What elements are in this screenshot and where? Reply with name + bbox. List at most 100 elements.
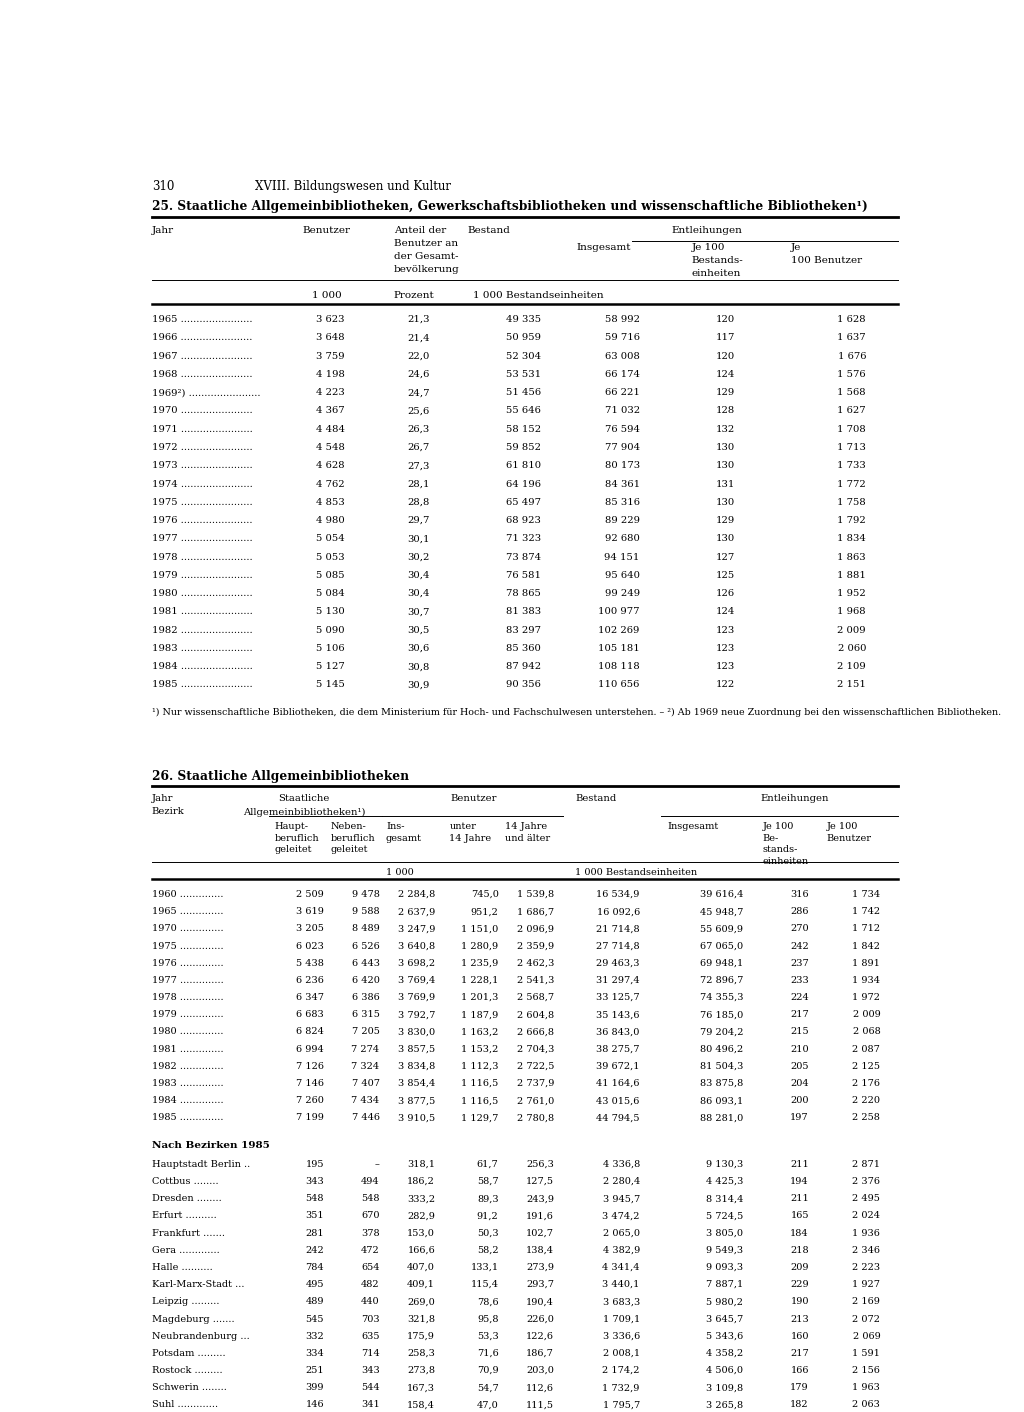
Text: Anteil der: Anteil der [394, 226, 446, 234]
Text: 4 382,9: 4 382,9 [602, 1245, 640, 1255]
Text: 49 335: 49 335 [506, 315, 541, 325]
Text: 125: 125 [716, 570, 735, 580]
Text: Leipzig .........: Leipzig ......... [152, 1298, 219, 1306]
Text: 714: 714 [360, 1348, 380, 1358]
Text: 2 169: 2 169 [852, 1298, 881, 1306]
Text: 4 223: 4 223 [315, 388, 345, 397]
Text: 79 204,2: 79 204,2 [699, 1028, 743, 1036]
Text: 1 713: 1 713 [838, 443, 866, 452]
Text: 1 280,9: 1 280,9 [462, 942, 499, 950]
Text: 4 367: 4 367 [316, 407, 345, 415]
Text: 22,0: 22,0 [408, 352, 430, 360]
Text: 76 185,0: 76 185,0 [699, 1011, 743, 1019]
Text: 55 609,9: 55 609,9 [700, 925, 743, 933]
Text: 30,1: 30,1 [408, 534, 430, 544]
Text: 1 795,7: 1 795,7 [602, 1401, 640, 1409]
Text: 3 910,5: 3 910,5 [398, 1114, 435, 1123]
Text: 115,4: 115,4 [471, 1281, 499, 1289]
Text: Je 100: Je 100 [763, 822, 795, 830]
Text: 1 187,9: 1 187,9 [462, 1011, 499, 1019]
Text: 112,6: 112,6 [526, 1384, 554, 1392]
Text: 3 474,2: 3 474,2 [602, 1211, 640, 1220]
Text: 35 143,6: 35 143,6 [596, 1011, 640, 1019]
Text: Benutzer an: Benutzer an [394, 239, 458, 249]
Text: 26,7: 26,7 [408, 443, 430, 452]
Text: 2 174,2: 2 174,2 [602, 1365, 640, 1375]
Text: 95,8: 95,8 [477, 1315, 499, 1323]
Text: 7 274: 7 274 [351, 1045, 380, 1053]
Text: 4 425,3: 4 425,3 [706, 1178, 743, 1186]
Text: 6 023: 6 023 [296, 942, 324, 950]
Text: 233: 233 [791, 976, 809, 986]
Text: 243,9: 243,9 [526, 1195, 554, 1203]
Text: 2 871: 2 871 [852, 1159, 881, 1169]
Text: 30,4: 30,4 [408, 570, 430, 580]
Text: Potsdam .........: Potsdam ......... [152, 1348, 225, 1358]
Text: 5 090: 5 090 [316, 626, 345, 634]
Text: 5 053: 5 053 [316, 552, 345, 562]
Text: 30,2: 30,2 [408, 552, 430, 562]
Text: 111,5: 111,5 [526, 1401, 554, 1409]
Text: 30,5: 30,5 [408, 626, 430, 634]
Text: 5 085: 5 085 [316, 570, 345, 580]
Text: 43 015,6: 43 015,6 [597, 1096, 640, 1106]
Text: Hauptstadt Berlin ..: Hauptstadt Berlin .. [152, 1159, 250, 1169]
Text: 1 235,9: 1 235,9 [462, 959, 499, 967]
Text: 2 109: 2 109 [838, 662, 866, 671]
Text: 1 792: 1 792 [838, 515, 866, 525]
Text: 100 977: 100 977 [598, 607, 640, 617]
Text: 3 683,3: 3 683,3 [602, 1298, 640, 1306]
Text: 29 463,3: 29 463,3 [596, 959, 640, 967]
Text: 190,4: 190,4 [526, 1298, 554, 1306]
Text: 472: 472 [360, 1245, 380, 1255]
Text: 138,4: 138,4 [526, 1245, 554, 1255]
Text: 3 769,9: 3 769,9 [398, 993, 435, 1003]
Text: 153,0: 153,0 [408, 1228, 435, 1238]
Text: Ins-: Ins- [386, 822, 404, 830]
Text: 2 009: 2 009 [853, 1011, 881, 1019]
Text: 334: 334 [305, 1348, 324, 1358]
Text: beruflich: beruflich [274, 833, 319, 843]
Text: 3 830,0: 3 830,0 [398, 1028, 435, 1036]
Text: 3 247,9: 3 247,9 [397, 925, 435, 933]
Text: 5 724,5: 5 724,5 [706, 1211, 743, 1220]
Text: 24,6: 24,6 [408, 370, 430, 378]
Text: Neben-: Neben- [331, 822, 367, 830]
Text: 26,3: 26,3 [408, 425, 430, 433]
Text: 1972 .......................: 1972 ....................... [152, 443, 253, 452]
Text: 1970 ..............: 1970 .............. [152, 925, 223, 933]
Text: 7 434: 7 434 [351, 1096, 380, 1106]
Text: 2 495: 2 495 [852, 1195, 881, 1203]
Text: 167,3: 167,3 [408, 1384, 435, 1392]
Text: 1984 .......................: 1984 ....................... [152, 662, 253, 671]
Text: 88 281,0: 88 281,0 [699, 1114, 743, 1123]
Text: Insgesamt: Insgesamt [668, 822, 719, 830]
Text: geleitet: geleitet [331, 846, 368, 854]
Text: Je: Je [791, 243, 801, 253]
Text: 2 223: 2 223 [852, 1262, 881, 1272]
Text: 21,4: 21,4 [407, 333, 430, 342]
Text: 2 637,9: 2 637,9 [398, 908, 435, 916]
Text: 160: 160 [791, 1332, 809, 1341]
Text: 71 032: 71 032 [605, 407, 640, 415]
Text: 229: 229 [791, 1281, 809, 1289]
Text: 2 284,8: 2 284,8 [398, 890, 435, 899]
Text: 333,2: 333,2 [407, 1195, 435, 1203]
Text: 51 456: 51 456 [506, 388, 541, 397]
Text: 1 712: 1 712 [852, 925, 881, 933]
Text: 7 199: 7 199 [296, 1114, 324, 1123]
Text: 3 792,7: 3 792,7 [397, 1011, 435, 1019]
Text: 1 733: 1 733 [838, 462, 866, 470]
Text: 4 336,8: 4 336,8 [602, 1159, 640, 1169]
Text: 200: 200 [791, 1096, 809, 1106]
Text: Nach Bezirken 1985: Nach Bezirken 1985 [152, 1141, 269, 1151]
Text: gesamt: gesamt [386, 833, 422, 843]
Text: 89,3: 89,3 [477, 1195, 499, 1203]
Text: 102 269: 102 269 [598, 626, 640, 634]
Text: 1985 ..............: 1985 .............. [152, 1114, 223, 1123]
Text: 218: 218 [791, 1245, 809, 1255]
Text: 784: 784 [305, 1262, 324, 1272]
Text: 186,7: 186,7 [526, 1348, 554, 1358]
Text: 1 936: 1 936 [852, 1228, 881, 1238]
Text: 1980 .......................: 1980 ....................... [152, 589, 253, 599]
